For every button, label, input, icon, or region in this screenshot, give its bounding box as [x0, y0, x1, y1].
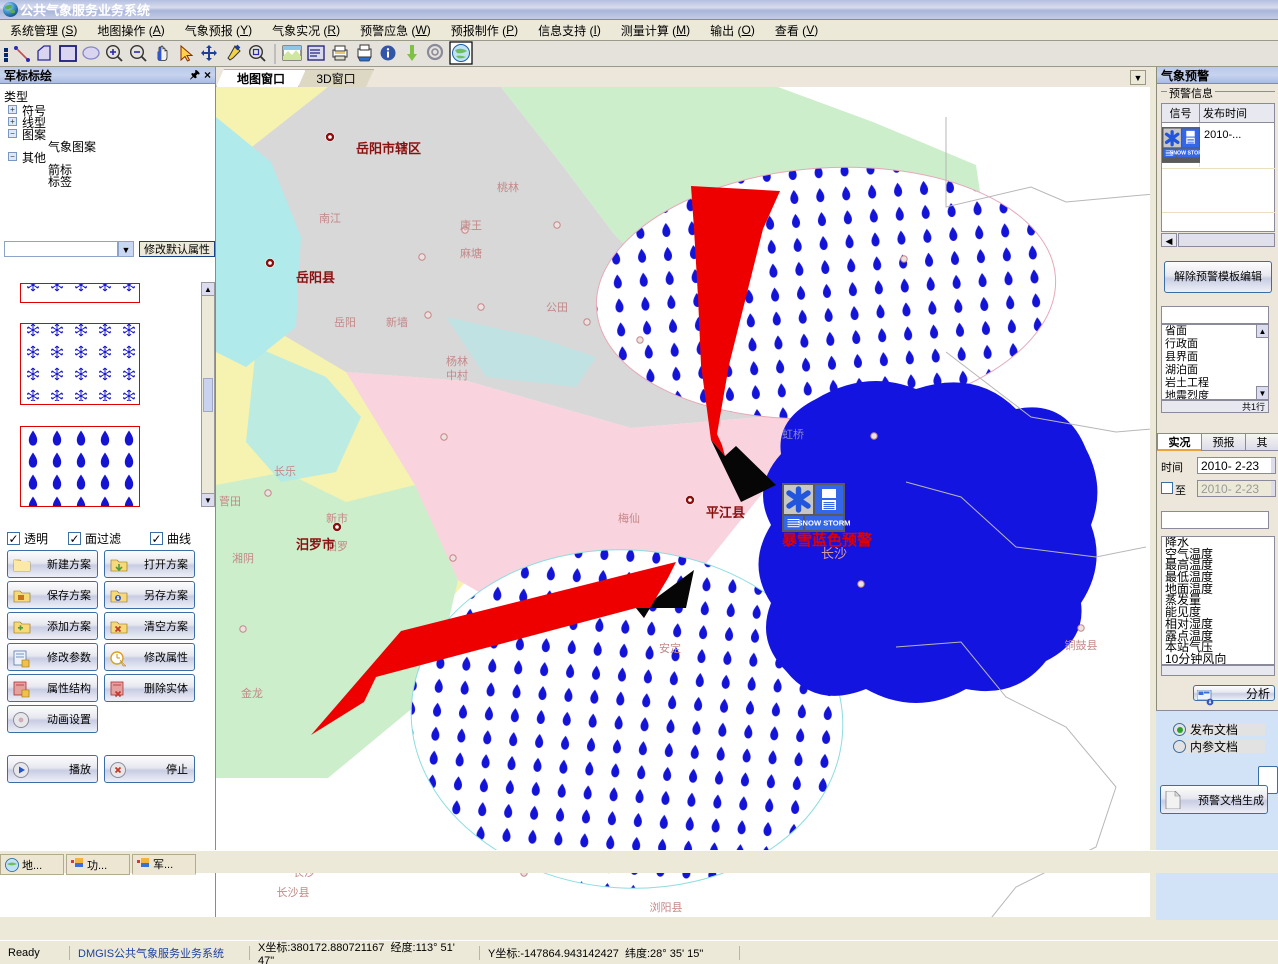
svg-text:汨罗市: 汨罗市: [296, 537, 335, 552]
svg-text:铜鼓县: 铜鼓县: [1065, 638, 1098, 652]
svg-text:SNOW STORM: SNOW STORM: [1170, 151, 1200, 157]
svg-text:岳阳县: 岳阳县: [296, 270, 335, 285]
svg-text:梅仙: 梅仙: [618, 511, 640, 525]
svg-text:平江县: 平江县: [706, 505, 745, 520]
svg-text:麻塘: 麻塘: [460, 246, 482, 260]
svg-text:新墙: 新墙: [386, 315, 408, 329]
svg-text:杨林: 杨林: [446, 354, 468, 368]
svg-text:岳阳市辖区: 岳阳市辖区: [356, 141, 421, 156]
svg-text:桃林: 桃林: [497, 180, 519, 194]
svg-text:南江: 南江: [319, 212, 341, 225]
svg-text:长乐: 长乐: [274, 465, 296, 478]
svg-text:SNOW STORM: SNOW STORM: [797, 519, 850, 528]
svg-text:浏阳县: 浏阳县: [650, 900, 683, 914]
svg-text:湘阴: 湘阴: [232, 551, 254, 565]
svg-text:长沙县: 长沙县: [277, 886, 310, 899]
svg-text:康王: 康王: [460, 218, 482, 232]
svg-text:中村: 中村: [446, 368, 468, 382]
svg-text:金龙: 金龙: [241, 686, 263, 700]
svg-text:菅田: 菅田: [219, 495, 241, 508]
svg-text:安定: 安定: [659, 641, 681, 655]
svg-text:公田: 公田: [546, 302, 568, 314]
svg-text:长沙: 长沙: [821, 546, 847, 561]
svg-text:岳阳: 岳阳: [334, 316, 356, 329]
svg-text:虹桥: 虹桥: [782, 428, 804, 441]
